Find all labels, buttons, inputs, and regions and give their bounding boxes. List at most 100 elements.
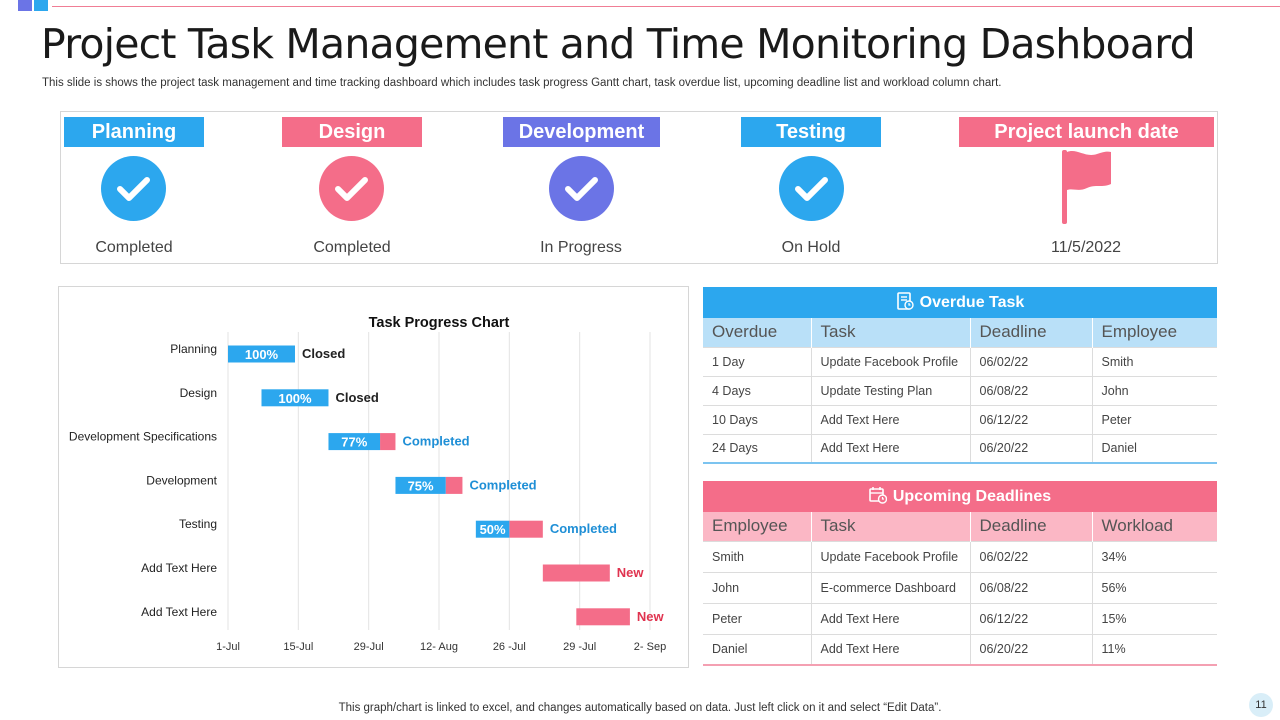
- gantt-chart-svg: 1-Jul 15-Jul 29-Jul 12- Aug 26 -Jul 29 -Jul 2-…: [69, 315, 666, 653]
- check-icon: [549, 156, 614, 221]
- progress-bar: [328, 433, 381, 451]
- table-row: Peter Add Text Here 06/12/22 15%: [703, 602, 1217, 634]
- table-cell: Add Text Here: [811, 602, 971, 634]
- table-cell: E-commerce Dashboard: [811, 571, 971, 603]
- column-header: Employee: [1101, 322, 1178, 342]
- table-cell: Add Text Here: [811, 433, 971, 463]
- task-label: Development: [146, 473, 217, 487]
- table-cell: Update Facebook Profile: [811, 540, 971, 572]
- progress-bar: [228, 345, 295, 363]
- upcoming-deadlines-title: Upcoming Deadlines: [892, 488, 1052, 505]
- status-label: Completed: [550, 521, 617, 536]
- status-label: Completed: [469, 477, 536, 492]
- task-label: Add Text Here: [141, 561, 217, 575]
- stage-label-launch-date: Project launch date: [959, 117, 1214, 147]
- stage-status-development: In Progress: [540, 239, 622, 256]
- table-cell: Peter: [1092, 404, 1217, 434]
- task-label: Add Text Here: [141, 605, 217, 619]
- task-label: Testing: [179, 517, 217, 531]
- x-tick-label: 1-Jul: [216, 641, 240, 653]
- column-header: Deadline: [970, 318, 1093, 347]
- page-subtitle: This slide is shows the project task man…: [42, 77, 1002, 89]
- table-cell: Add Text Here: [811, 404, 971, 434]
- x-tick-label: 29-Jul: [354, 641, 384, 653]
- table-cell: 56%: [1092, 571, 1217, 603]
- overdue-task-table: Overdue Task Deadline Employee 1 Day Upd…: [703, 318, 1217, 464]
- upcoming-deadlines-header: Upcoming Deadlines: [703, 481, 1217, 512]
- launch-date-value: 11/5/2022: [1051, 239, 1121, 256]
- progress-label: 100%: [245, 347, 279, 362]
- column-header: Task: [811, 318, 971, 347]
- check-icon: [779, 156, 844, 221]
- overdue-task-title: Overdue Task: [919, 294, 1025, 311]
- task-label: Design: [180, 386, 217, 400]
- progress-label: 77%: [341, 435, 367, 450]
- table-cell: 06/12/22: [970, 602, 1093, 634]
- table-cell: 11%: [1092, 633, 1217, 665]
- progress-bar: [475, 520, 510, 538]
- table-row: Smith Update Facebook Profile 06/02/22 3…: [703, 540, 1217, 572]
- progress-label: 100%: [278, 391, 312, 406]
- table-cell: 06/08/22: [970, 571, 1093, 603]
- decor-square-purple: [18, 0, 32, 11]
- calendar-clock-icon: [869, 487, 888, 504]
- status-label: New: [617, 565, 645, 580]
- table-cell: Update Testing Plan: [811, 375, 971, 405]
- column-header: Deadline: [970, 512, 1093, 541]
- remaining-bar: [576, 608, 630, 626]
- stage-label-development: Development: [503, 117, 660, 147]
- table-cell: 06/20/22: [970, 433, 1093, 463]
- table-cell: 24 Days: [703, 433, 812, 463]
- stage-status-testing: On Hold: [781, 239, 841, 256]
- table-cell: John: [703, 571, 812, 603]
- overdue-task-header: Overdue Task: [703, 287, 1217, 318]
- remaining-bar: [380, 433, 396, 451]
- table-cell: Update Facebook Profile: [811, 346, 971, 376]
- table-row: 1 Day Update Facebook Profile 06/02/22 S…: [703, 346, 1217, 376]
- table-cell: 15%: [1092, 602, 1217, 634]
- task-label: Development Specifications: [69, 430, 217, 444]
- overdue-task-panel: Overdue Task Overdue Task Deadline Emplo…: [703, 287, 1217, 464]
- table-cell: 06/20/22: [970, 633, 1093, 665]
- chart-title: Task Progress Chart: [369, 315, 510, 331]
- stage-status-planning: Completed: [95, 239, 173, 256]
- table-cell: Daniel: [1092, 433, 1217, 463]
- table-row: John E-commerce Dashboard 06/08/22 56%: [703, 571, 1217, 603]
- page-number: 11: [1249, 693, 1273, 717]
- table-row: Daniel Add Text Here 06/20/22 11%: [703, 633, 1217, 665]
- table-cell: 06/12/22: [970, 404, 1093, 434]
- table-cell: 06/08/22: [970, 375, 1093, 405]
- progress-bar: [261, 389, 329, 407]
- top-divider: [52, 6, 1280, 7]
- progress-label: 50%: [480, 522, 506, 537]
- table-cell: 06/02/22: [970, 540, 1093, 572]
- table-row: 10 Days Add Text Here 06/12/22 Peter: [703, 404, 1217, 434]
- table-cell: John: [1092, 375, 1217, 405]
- table-cell: Smith: [1092, 346, 1217, 376]
- status-label: New: [637, 609, 665, 624]
- stage-status-design: Completed: [313, 239, 391, 256]
- remaining-bar: [542, 564, 610, 582]
- stage-status-panel: Planning Design Development Testing Proj…: [60, 111, 1218, 264]
- upcoming-deadlines-panel: Upcoming Deadlines Employee Task Deadlin…: [703, 481, 1217, 666]
- footer-note: This graph/chart is linked to excel, and…: [338, 702, 942, 714]
- remaining-bar: [509, 520, 543, 538]
- upcoming-deadlines-table: Employee Task Deadline Workload Smith Up…: [703, 512, 1217, 666]
- table-cell: 4 Days: [703, 375, 812, 405]
- task-list-icon: [896, 292, 914, 310]
- table-cell: 06/02/22: [970, 346, 1093, 376]
- column-header: Workload: [1101, 516, 1174, 536]
- status-label: Closed: [302, 346, 345, 361]
- x-tick-label: 2- Sep: [634, 641, 666, 653]
- stage-label-design: Design: [282, 117, 422, 147]
- column-header: Task: [811, 512, 971, 541]
- table-cell: 34%: [1092, 540, 1217, 572]
- x-tick-label: 29 -Jul: [563, 641, 596, 653]
- table-cell: Daniel: [703, 633, 812, 665]
- task-progress-chart[interactable]: 1-Jul 15-Jul 29-Jul 12- Aug 26 -Jul 29 -Jul 2-…: [58, 286, 689, 668]
- table-cell: 10 Days: [703, 404, 812, 434]
- decor-square-blue: [34, 0, 48, 11]
- task-label: Planning: [170, 342, 217, 356]
- remaining-bar: [445, 476, 463, 494]
- check-icon: [101, 156, 166, 221]
